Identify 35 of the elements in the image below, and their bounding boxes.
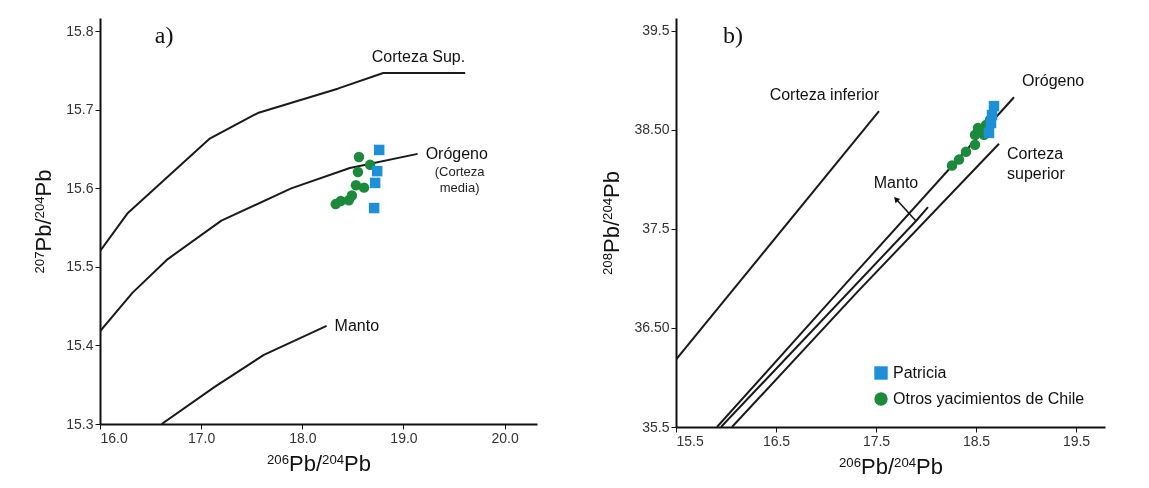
x-axis-title: $^{206}$Pb/$^{204}$Pb [267,450,371,476]
series-label: Corteza superior [1007,144,1066,182]
x-tick-label: 17.5 [862,432,891,449]
x-tick-label: 19.0 [390,429,418,446]
x-tick-label: 18.5 [962,432,991,449]
y-tick-label: 39.5 [642,22,670,39]
legend-label: Patricia [893,364,947,381]
y-tick-label: 36.50 [634,319,670,336]
y-tick-label: 37.5 [642,220,670,237]
x-tick-label: 17.0 [188,429,216,446]
series-label: Corteza inferior [769,86,880,104]
series-label: Orógeno [1022,72,1085,90]
y-tick-label: 15.5 [66,258,94,275]
y-tick-label: 15.3 [66,415,94,432]
x-tick-label: 20.0 [491,429,519,446]
x-tick-label: 19.5 [1062,432,1091,449]
y-tick-label: 15.8 [66,22,94,39]
series-label: Corteza Sup. [371,47,466,65]
y-tick-label: 38.50 [634,121,670,138]
x-tick-label: 16.5 [762,432,791,449]
y-tick-label: 35.5 [642,418,670,435]
legend-label: Otros yacimientos de Chile [893,390,1085,407]
x-tick-label: 16.0 [100,429,128,446]
x-tick-label: 18.0 [289,429,317,446]
x-tick-label: 15.5 [676,432,704,449]
annotation: (Corteza media) [434,163,486,195]
series-label: Orógeno [425,144,488,162]
series-label: Manto [873,174,919,192]
x-axis-title: $^{206}$Pb/$^{204}$Pb [839,453,943,479]
y-tick-label: 15.6 [66,179,94,196]
y-tick-label: 15.4 [66,336,94,353]
chart-title: a) [154,22,174,48]
series-label: Manto [334,316,380,334]
y-tick-label: 15.7 [66,101,94,118]
chart-title: b) [722,22,743,48]
